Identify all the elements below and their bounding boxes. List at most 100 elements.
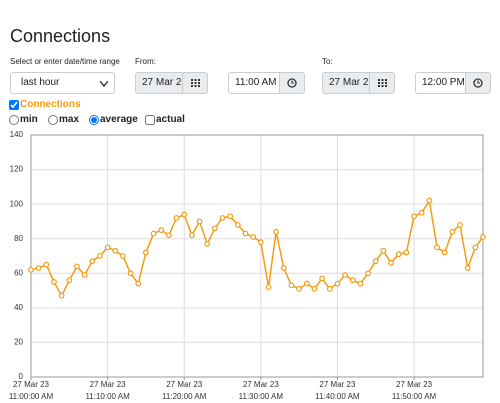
point xyxy=(112,247,119,254)
point xyxy=(104,244,111,251)
point xyxy=(127,270,134,277)
point xyxy=(89,258,96,265)
point xyxy=(35,265,42,272)
option-label: max xyxy=(59,114,80,125)
x-tick-label: 11:50:00 AM xyxy=(392,392,437,401)
to-label: To: xyxy=(322,57,333,66)
x-tick-label: 11:20:00 AM xyxy=(162,392,207,401)
y-tick-label: 100 xyxy=(10,199,24,208)
point xyxy=(81,272,88,278)
point xyxy=(357,280,364,287)
point xyxy=(449,228,456,235)
point xyxy=(403,249,410,256)
point xyxy=(120,253,126,259)
point xyxy=(273,228,280,235)
point xyxy=(434,244,440,251)
option-label: actual xyxy=(156,114,185,125)
y-tick-label: 120 xyxy=(10,165,24,174)
point xyxy=(411,213,417,220)
option-input[interactable] xyxy=(48,114,58,125)
x-tick-label: 11:40:00 AM xyxy=(315,392,360,401)
point xyxy=(395,251,402,258)
point xyxy=(326,285,333,292)
x-tick-label: 27 Mar 23 xyxy=(319,380,356,389)
clock-icon xyxy=(473,78,483,88)
range-select[interactable]: last hour xyxy=(10,72,115,94)
point xyxy=(211,225,218,232)
from-time-input[interactable]: 11:00 AM xyxy=(228,72,280,94)
point xyxy=(173,215,180,221)
from-label: From: xyxy=(135,57,156,66)
point xyxy=(158,227,165,233)
point xyxy=(74,263,80,270)
from-clock-button[interactable] xyxy=(279,72,305,94)
from-date-input[interactable]: 27 Mar 23 xyxy=(135,72,183,94)
point xyxy=(464,265,471,272)
point xyxy=(319,275,326,282)
point xyxy=(480,234,486,240)
x-tick-label: 11:10:00 AM xyxy=(85,392,130,401)
point xyxy=(426,197,433,204)
option-label: average xyxy=(100,114,138,125)
point xyxy=(472,244,479,251)
option[interactable]: max xyxy=(48,114,79,125)
chart: 0 20 40 60 80 100 120 140 27 Mar 23 11:00:00 AM 27… xyxy=(9,130,486,401)
point xyxy=(188,232,195,239)
point xyxy=(234,221,241,228)
to-calendar-button[interactable] xyxy=(369,72,395,94)
point xyxy=(441,249,448,256)
y-tick-label: 80 xyxy=(14,234,23,243)
to-clock-button[interactable] xyxy=(465,72,491,94)
point xyxy=(296,285,303,292)
point xyxy=(334,280,341,287)
series-toggle[interactable]: Connections xyxy=(9,99,81,110)
point xyxy=(28,266,34,273)
point xyxy=(43,261,50,268)
page-title: Connections xyxy=(10,26,111,46)
to-date-input[interactable]: 27 Mar 23 xyxy=(322,72,370,94)
to-time-input[interactable]: 12:00 PM xyxy=(415,72,466,94)
option-input[interactable] xyxy=(89,114,99,125)
x-tick-label: 27 Mar 23 xyxy=(243,380,280,389)
calendar-icon xyxy=(190,79,200,87)
point xyxy=(66,277,73,284)
point xyxy=(418,209,425,216)
x-tick-label: 27 Mar 23 xyxy=(90,380,127,389)
y-tick-label: 20 xyxy=(14,338,23,347)
point xyxy=(342,272,349,278)
point xyxy=(97,253,103,259)
to-time: 12:00 PM xyxy=(422,77,465,88)
range-label: Select or enter date/time range xyxy=(10,57,120,66)
y-tick-label: 140 xyxy=(10,130,24,139)
point xyxy=(51,279,57,285)
option[interactable]: average xyxy=(89,114,138,125)
point xyxy=(250,234,257,240)
x-tick-label: 27 Mar 23 xyxy=(166,380,203,389)
dropdown-arrow xyxy=(100,81,108,87)
point xyxy=(181,211,188,218)
point xyxy=(288,282,295,289)
y-tick-label: 60 xyxy=(14,268,23,277)
point xyxy=(349,277,356,284)
from-date: 27 Mar 23 xyxy=(142,77,183,88)
point xyxy=(380,247,387,254)
point xyxy=(311,285,318,292)
point xyxy=(219,215,226,221)
x-tick-label: 27 Mar 23 xyxy=(13,380,50,389)
option-input[interactable] xyxy=(145,114,155,125)
series-checkbox[interactable] xyxy=(9,99,19,110)
point xyxy=(196,218,203,225)
calendar-icon xyxy=(377,79,387,87)
x-tick-label: 27 Mar 23 xyxy=(396,380,433,389)
y-tick-label: 0 xyxy=(19,372,24,381)
point xyxy=(257,239,264,246)
point xyxy=(365,270,371,277)
x-tick-label: 11:30:00 AM xyxy=(239,392,284,401)
option-input[interactable] xyxy=(9,114,19,125)
plot-border xyxy=(30,134,484,378)
option[interactable]: actual xyxy=(145,114,185,125)
from-calendar-button[interactable] xyxy=(182,72,208,94)
option[interactable]: min xyxy=(9,114,38,125)
from-time: 11:00 AM xyxy=(235,77,277,88)
point xyxy=(143,249,149,256)
